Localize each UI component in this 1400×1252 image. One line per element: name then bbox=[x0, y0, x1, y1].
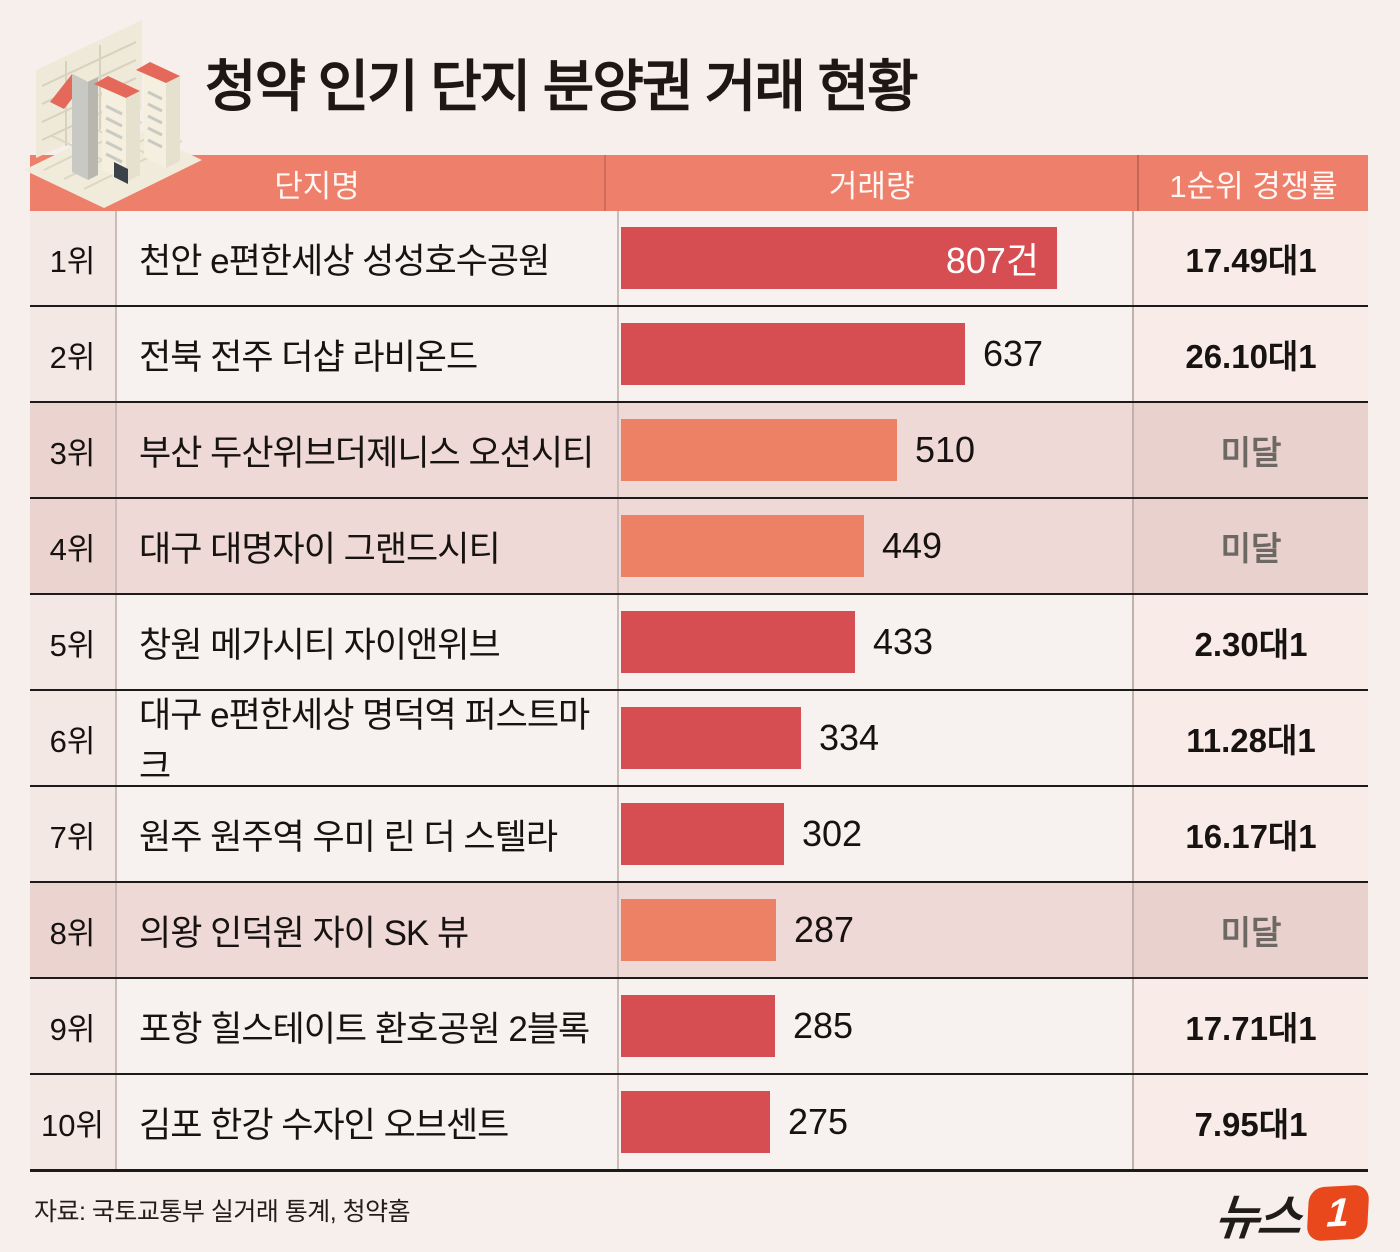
volume-bar bbox=[621, 1091, 770, 1153]
rank-cell: 8위 bbox=[30, 883, 115, 977]
volume-bar-cell: 285 bbox=[617, 979, 1132, 1073]
ratio-cell: 11.28대1 bbox=[1132, 691, 1368, 785]
volume-value: 285 bbox=[793, 1005, 854, 1046]
complex-name: 부산 두산위브더제니스 오션시티 bbox=[115, 403, 617, 497]
complex-name: 천안 e편한세상 성성호수공원 bbox=[115, 211, 617, 305]
competition-ratio: 미달 bbox=[1220, 914, 1282, 951]
table-row: 5위 창원 메가시티 자이앤위브 433 2.30대1 bbox=[30, 593, 1368, 689]
competition-ratio: 16.17대1 bbox=[1185, 818, 1317, 855]
volume-bar-cell: 510 bbox=[617, 403, 1132, 497]
rank-cell: 9위 bbox=[30, 979, 115, 1073]
table-row: 1위 천안 e편한세상 성성호수공원 807건 17.49대1 bbox=[30, 211, 1368, 305]
volume-value: 302 bbox=[802, 813, 863, 854]
column-header-volume: 거래량 bbox=[604, 155, 1137, 211]
volume-value: 334 bbox=[819, 717, 880, 758]
ratio-cell: 17.71대1 bbox=[1132, 979, 1368, 1073]
volume-bar bbox=[621, 899, 776, 961]
complex-name: 포항 힐스테이트 환호공원 2블록 bbox=[115, 979, 617, 1073]
news1-logo-badge-number: 1 bbox=[1325, 1189, 1351, 1236]
volume-bar bbox=[621, 803, 784, 865]
rank-cell: 10위 bbox=[30, 1075, 115, 1169]
buildings-icon bbox=[24, 20, 202, 208]
table-row: 6위 대구 e편한세상 명덕역 퍼스트마크 334 11.28대1 bbox=[30, 689, 1368, 786]
competition-ratio: 7.95대1 bbox=[1194, 1106, 1308, 1143]
table-row: 7위 원주 원주역 우미 린 더 스텔라 302 16.17대1 bbox=[30, 785, 1368, 881]
competition-ratio: 미달 bbox=[1220, 530, 1282, 567]
rank-cell: 2위 bbox=[30, 307, 115, 401]
table-row: 8위 의왕 인덕원 자이 SK 뷰 287 미달 bbox=[30, 881, 1368, 977]
rank-cell: 4위 bbox=[30, 499, 115, 593]
table-row: 9위 포항 힐스테이트 환호공원 2블록 285 17.71대1 bbox=[30, 977, 1368, 1073]
column-header-ratio: 1순위 경쟁률 bbox=[1137, 155, 1368, 211]
volume-bar-cell: 334 bbox=[617, 691, 1132, 785]
ratio-cell: 2.30대1 bbox=[1132, 595, 1368, 689]
complex-name: 원주 원주역 우미 린 더 스텔라 bbox=[115, 787, 617, 881]
column-header-complex-name: 단지명 bbox=[274, 168, 360, 204]
rank-cell: 1위 bbox=[30, 211, 115, 305]
volume-bar-cell: 449 bbox=[617, 499, 1132, 593]
ratio-cell: 17.49대1 bbox=[1132, 211, 1368, 305]
table-row: 10위 김포 한강 수자인 오브센트 275 7.95대1 bbox=[30, 1073, 1368, 1169]
ratio-cell: 미달 bbox=[1132, 883, 1368, 977]
news1-logo: 뉴스 1 bbox=[1212, 1178, 1370, 1248]
rank-cell: 3위 bbox=[30, 403, 115, 497]
volume-value: 433 bbox=[873, 621, 934, 662]
volume-value: 287 bbox=[794, 909, 855, 950]
volume-bar bbox=[621, 419, 897, 481]
volume-value: 637 bbox=[983, 333, 1044, 374]
table-header: 단지명 거래량 1순위 경쟁률 bbox=[30, 155, 1368, 211]
news1-logo-text: 뉴스 bbox=[1212, 1192, 1303, 1245]
ratio-cell: 26.10대1 bbox=[1132, 307, 1368, 401]
source-note: 자료: 국토교통부 실거래 통계, 청약홈 bbox=[34, 1198, 411, 1226]
rank-cell: 7위 bbox=[30, 787, 115, 881]
complex-name: 의왕 인덕원 자이 SK 뷰 bbox=[115, 883, 617, 977]
rank-cell: 5위 bbox=[30, 595, 115, 689]
volume-value: 510 bbox=[915, 429, 976, 470]
competition-ratio: 미달 bbox=[1220, 434, 1282, 471]
volume-bar bbox=[621, 995, 775, 1057]
ratio-cell: 미달 bbox=[1132, 403, 1368, 497]
volume-bar-cell: 637 bbox=[617, 307, 1132, 401]
ranking-table: 단지명 거래량 1순위 경쟁률 1위 천안 e편한세상 성성호수공원 807건 17.… bbox=[30, 155, 1368, 1172]
ratio-cell: 미달 bbox=[1132, 499, 1368, 593]
complex-name: 대구 대명자이 그랜드시티 bbox=[115, 499, 617, 593]
complex-name: 전북 전주 더샵 라비온드 bbox=[115, 307, 617, 401]
table-row: 3위 부산 두산위브더제니스 오션시티 510 미달 bbox=[30, 401, 1368, 497]
competition-ratio: 2.30대1 bbox=[1194, 626, 1308, 663]
volume-bar bbox=[621, 515, 864, 577]
table-body: 1위 천안 e편한세상 성성호수공원 807건 17.49대1 2위 전북 전주 더샵 라… bbox=[30, 211, 1368, 1172]
ratio-cell: 7.95대1 bbox=[1132, 1075, 1368, 1169]
volume-bar-cell: 433 bbox=[617, 595, 1132, 689]
complex-name: 창원 메가시티 자이앤위브 bbox=[115, 595, 617, 689]
competition-ratio: 17.49대1 bbox=[1185, 242, 1317, 279]
volume-bar bbox=[621, 707, 801, 769]
ratio-cell: 16.17대1 bbox=[1132, 787, 1368, 881]
competition-ratio: 26.10대1 bbox=[1185, 338, 1317, 375]
volume-bar-cell: 807건 bbox=[617, 211, 1132, 305]
news1-logo-badge: 1 bbox=[1306, 1184, 1370, 1242]
volume-bar-cell: 287 bbox=[617, 883, 1132, 977]
volume-value: 449 bbox=[882, 525, 943, 566]
volume-bar bbox=[621, 611, 855, 673]
volume-bar-cell: 275 bbox=[617, 1075, 1132, 1169]
page-title: 청약 인기 단지 분양권 거래 현황 bbox=[205, 55, 919, 118]
competition-ratio: 11.28대1 bbox=[1186, 722, 1316, 759]
complex-name: 대구 e편한세상 명덕역 퍼스트마크 bbox=[115, 691, 617, 786]
volume-bar-cell: 302 bbox=[617, 787, 1132, 881]
volume-value: 275 bbox=[788, 1101, 849, 1142]
volume-bar bbox=[621, 227, 1057, 289]
table-row: 2위 전북 전주 더샵 라비온드 637 26.10대1 bbox=[30, 305, 1368, 401]
volume-value: 807건 bbox=[945, 240, 1039, 281]
rank-cell: 6위 bbox=[30, 691, 115, 785]
complex-name: 김포 한강 수자인 오브센트 bbox=[115, 1075, 617, 1169]
volume-bar bbox=[621, 323, 965, 385]
table-row: 4위 대구 대명자이 그랜드시티 449 미달 bbox=[30, 497, 1368, 593]
competition-ratio: 17.71대1 bbox=[1185, 1010, 1317, 1047]
